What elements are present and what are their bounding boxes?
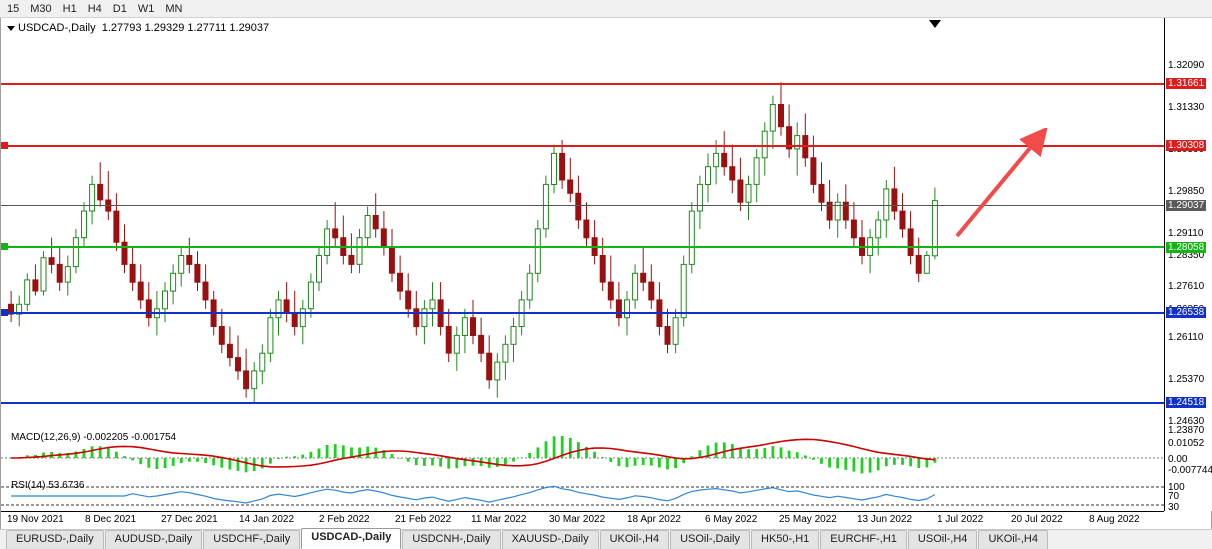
price-plot[interactable]: MACD(12,26,9) -0.002205 -0.001754 RSI(14…: [1, 18, 1164, 511]
price-tag-support-blue-1[interactable]: 1.26538: [1166, 307, 1207, 318]
time-tick-11: 13 Jun 2022: [857, 514, 913, 525]
level-line-current-price: [1, 205, 1164, 206]
scale-label-1: 1.31330: [1168, 102, 1205, 113]
scale-label-9: 1.25370: [1168, 374, 1205, 385]
macd-scale-label-zero: 0.00: [1168, 454, 1188, 465]
tab-ukoil-h4[interactable]: UKOil-,H4: [599, 530, 670, 549]
rsi-scale-label-30: 30: [1168, 502, 1180, 513]
level-line-support-green[interactable]: [1, 246, 1164, 248]
chart-panel[interactable]: USDCAD-,Daily 1.27793 1.29329 1.27711 1.…: [0, 18, 1212, 529]
timeframe-d1[interactable]: D1: [112, 2, 127, 15]
timeframe-toolbar[interactable]: 15 M30 H1 H4 D1 W1 MN: [0, 0, 1212, 18]
scale-label-5: 1.28350: [1168, 250, 1205, 261]
tab-xauusd-daily[interactable]: XAUUSD-,Daily: [501, 530, 599, 549]
rsi-title: RSI(14) 53.6736: [11, 480, 85, 491]
price-tag-support-blue-2[interactable]: 1.24518: [1166, 397, 1207, 408]
timeframe-15[interactable]: 15: [7, 2, 20, 15]
macd-scale-label-bot: -0.007744: [1168, 465, 1212, 476]
macd-title: MACD(12,26,9) -0.002205 -0.001754: [11, 432, 177, 443]
time-tick-10: 25 May 2022: [779, 514, 837, 525]
tab-usoil-h4[interactable]: USOil-,H4: [907, 530, 978, 549]
time-tick-9: 6 May 2022: [705, 514, 758, 525]
tab-audusd-daily[interactable]: AUDUSD-,Daily: [104, 530, 203, 549]
scale-label-6: 1.27610: [1168, 281, 1205, 292]
level-line-support-blue-2[interactable]: [1, 402, 1164, 404]
macd-subplot: [1, 436, 1164, 474]
time-tick-5: 21 Feb 2022: [395, 514, 452, 525]
price-tag-current-price[interactable]: 1.29037: [1166, 200, 1207, 211]
rsi-scale-label-100: 100: [1168, 482, 1185, 493]
price-scale[interactable]: 1.32090 1.31330 1.30590 1.29850 1.29110 …: [1164, 18, 1212, 513]
level-handle-resistance-2[interactable]: [1, 142, 8, 149]
time-tick-0: 19 Nov 2021: [7, 514, 64, 525]
scale-label-3: 1.29850: [1168, 186, 1205, 197]
tab-ukoil-h4-2[interactable]: UKOil-,H4: [978, 530, 1048, 549]
tab-usoil-daily[interactable]: USOil-,Daily: [670, 530, 750, 549]
tab-eurusd-daily[interactable]: EURUSD-,Daily: [6, 530, 104, 549]
timeframe-m30[interactable]: M30: [30, 2, 52, 15]
chart-symbol-label: USDCAD-,Daily: [18, 22, 96, 34]
timeframe-h1[interactable]: H1: [62, 2, 77, 15]
time-tick-8: 18 Apr 2022: [627, 514, 681, 525]
time-tick-3: 14 Jan 2022: [239, 514, 295, 525]
level-handle-support-green[interactable]: [1, 243, 8, 250]
price-tag-resistance-1[interactable]: 1.31661: [1166, 78, 1207, 89]
bullish-projection-arrow[interactable]: [941, 128, 1051, 248]
tab-hk50-h1[interactable]: HK50-,H1: [751, 530, 820, 549]
timeframe-w1[interactable]: W1: [137, 2, 155, 15]
scale-label-8: 1.26110: [1168, 332, 1204, 343]
time-tick-6: 11 Mar 2022: [471, 514, 527, 525]
tab-usdcad-daily[interactable]: USDCAD-,Daily: [301, 528, 402, 549]
level-line-resistance-2[interactable]: [1, 145, 1164, 147]
scale-label-11: 1.23870: [1168, 425, 1205, 436]
tab-usdchf-daily[interactable]: USDCHF-,Daily: [203, 530, 301, 549]
collapse-triangle-icon[interactable]: [7, 25, 15, 31]
timeframe-mn[interactable]: MN: [165, 2, 183, 15]
timeframe-h4[interactable]: H4: [87, 2, 102, 15]
scale-label-0: 1.32090: [1168, 60, 1205, 71]
time-axis[interactable]: 19 Nov 2021 8 Dec 2021 27 Dec 2021 14 Ja…: [1, 511, 1164, 529]
time-tick-4: 2 Feb 2022: [319, 514, 370, 525]
tab-eurchf-h1[interactable]: EURCHF-,H1: [820, 530, 907, 549]
time-tick-13: 20 Jul 2022: [1011, 514, 1063, 525]
time-tick-1: 8 Dec 2021: [85, 514, 137, 525]
chart-top-marker-icon: [929, 20, 941, 28]
tab-usdcnh-daily[interactable]: USDCNH-,Daily: [402, 530, 501, 549]
scale-label-10: 1.24630: [1168, 416, 1205, 427]
time-tick-12: 1 Jul 2022: [937, 514, 984, 525]
macd-scale-label-top: 0.01052: [1168, 438, 1205, 449]
price-tag-resistance-2[interactable]: 1.30308: [1166, 140, 1207, 151]
level-line-resistance-1[interactable]: [1, 83, 1164, 85]
chart-header: USDCAD-,Daily 1.27793 1.29329 1.27711 1.…: [7, 22, 269, 34]
rsi-scale-label-70: 70: [1168, 491, 1180, 502]
rsi-subplot: [1, 485, 1164, 506]
price-tag-support-green[interactable]: 1.28058: [1166, 242, 1207, 253]
time-tick-2: 27 Dec 2021: [161, 514, 218, 525]
level-handle-support-blue-1[interactable]: [1, 309, 8, 316]
level-line-support-blue-1[interactable]: [1, 312, 1164, 314]
time-tick-14: 8 Aug 2022: [1089, 514, 1140, 525]
time-tick-7: 30 Mar 2022: [549, 514, 606, 525]
chart-ohlc-label: 1.27793 1.29329 1.27711 1.29037: [101, 22, 270, 34]
chart-tab-bar[interactable]: EURUSD-,Daily AUDUSD-,Daily USDCHF-,Dail…: [0, 528, 1212, 549]
scale-label-4: 1.29110: [1168, 228, 1204, 239]
